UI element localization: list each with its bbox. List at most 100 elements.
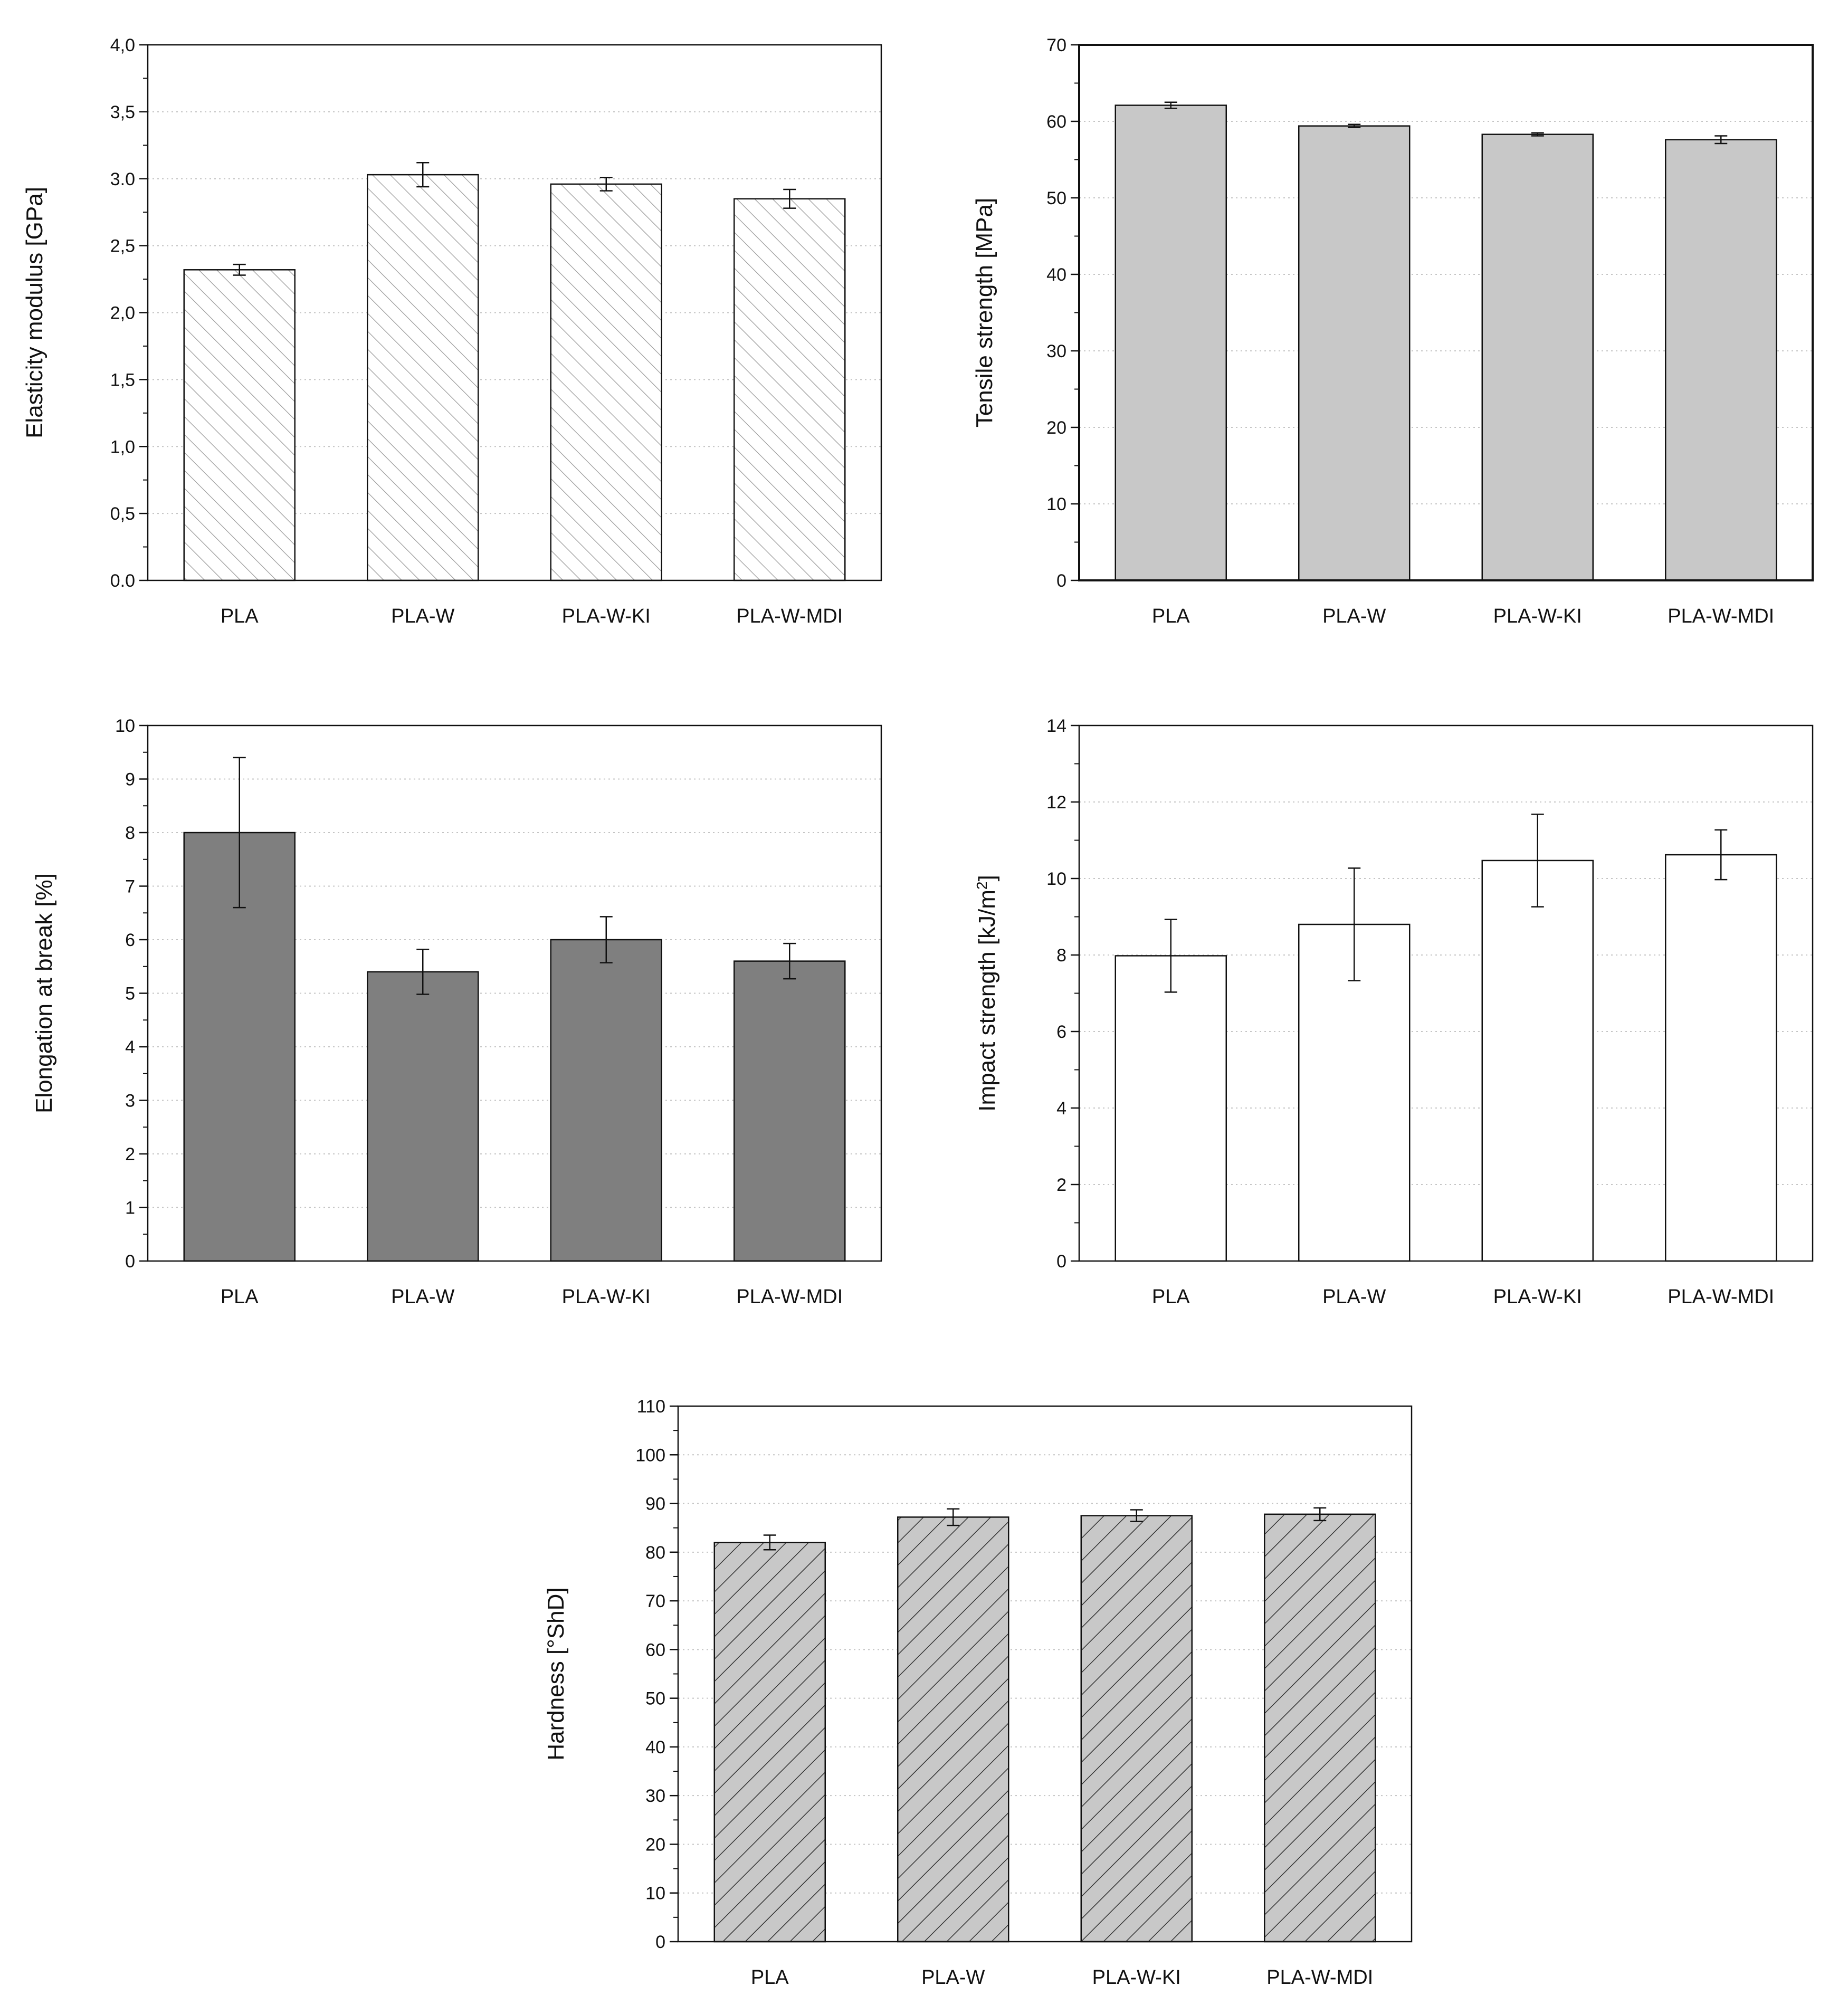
elongation-y-tick-label: 6 xyxy=(125,930,135,950)
impact-y-axis: 0 2 4 6 8 10 12 14 xyxy=(1046,716,1079,1272)
elongation-bar-pla-w-mdi xyxy=(734,960,846,1262)
elongation-y-axis: 0 1 2 3 4 5 6 7 8 9 10 xyxy=(115,716,148,1272)
tensile-y-axis: 0 10 20 30 40 50 60 70 xyxy=(1046,35,1079,591)
elongation-y-axis-title: Elongation at break [%] xyxy=(31,873,57,1113)
tensile-x-label-pla: PLA xyxy=(1152,605,1190,627)
hardness-y-tick-label: 100 xyxy=(635,1445,665,1465)
hardness-y-tick-label: 60 xyxy=(645,1640,665,1660)
hardness-y-tick-label: 40 xyxy=(645,1737,665,1758)
tensile-bar-pla-w-ki xyxy=(1481,133,1594,581)
elasticity-x-label-pla: PLA xyxy=(221,605,259,627)
hardness-y-tick-label: 10 xyxy=(645,1884,665,1904)
tensile-chart: 0 10 20 30 40 50 60 70 PLA PLA-W PLA-W-KI PLA-W-MD… xyxy=(971,35,1814,627)
elasticity-bar-pla xyxy=(183,269,296,581)
impact-error-bar-pla xyxy=(1164,919,1177,993)
elongation-y-tick-label: 2 xyxy=(125,1144,135,1164)
elongation-chart: 0 1 2 3 4 5 6 7 8 9 10 PLA PLA-W PLA-W-KI PLA-W-MDI E… xyxy=(31,716,882,1308)
tensile-x-label-pla-w-mdi: PLA-W-MDI xyxy=(1668,605,1774,627)
elongation-error-bar-pla xyxy=(233,757,246,909)
tensile-bar-pla-w-mdi xyxy=(1665,139,1777,581)
elasticity-x-axis: PLA PLA-W PLA-W-KI PLA-W-MDI xyxy=(221,605,843,627)
elasticity-x-label-pla-w-ki: PLA-W-KI xyxy=(562,605,651,627)
elongation-grid xyxy=(148,778,881,1208)
elasticity-error-bar-pla-w-ki xyxy=(599,176,613,192)
tensile-error-bar-pla xyxy=(1164,101,1177,109)
elongation-y-tick-label: 8 xyxy=(125,823,135,843)
elasticity-x-label-pla-w-mdi: PLA-W-MDI xyxy=(736,605,843,627)
elasticity-y-tick-label: 0,5 xyxy=(110,504,135,524)
tensile-y-tick-label: 10 xyxy=(1046,494,1066,514)
elongation-bar-pla-w xyxy=(367,971,479,1262)
elasticity-y-tick-label: 1,0 xyxy=(110,437,135,457)
elongation-x-label-pla-w-ki: PLA-W-KI xyxy=(562,1286,651,1308)
elongation-y-tick-label: 0 xyxy=(125,1252,135,1272)
impact-x-label-pla-w-mdi: PLA-W-MDI xyxy=(1668,1286,1774,1308)
impact-bar-pla-w-mdi xyxy=(1665,854,1777,1262)
hardness-error-bar-pla-w-mdi xyxy=(1313,1507,1327,1522)
tensile-x-label-pla-w-ki: PLA-W-KI xyxy=(1493,605,1582,627)
elongation-y-tick-label: 3 xyxy=(125,1091,135,1111)
elasticity-error-bar-pla-w-mdi xyxy=(783,188,796,209)
hardness-chart: 0 10 20 30 40 50 60 70 80 90 100 110 PLA PLA-W PLA-W-… xyxy=(543,1397,1413,1989)
elasticity-y-axis-title: Elasticity modulus [GPa] xyxy=(22,187,47,438)
impact-error-bar-pla-w xyxy=(1348,867,1361,981)
impact-x-label-pla-w: PLA-W xyxy=(1322,1286,1386,1308)
impact-y-tick-label: 8 xyxy=(1056,946,1066,966)
elasticity-y-tick-label: 2,0 xyxy=(110,303,135,323)
hardness-y-tick-label: 90 xyxy=(645,1494,665,1514)
impact-y-axis-title-sup: 2 xyxy=(974,882,990,890)
elasticity-grid xyxy=(148,111,881,514)
hardness-bar-pla-w-mdi xyxy=(1264,1513,1376,1943)
hardness-bar-pla xyxy=(713,1542,826,1943)
elongation-x-label-pla-w: PLA-W xyxy=(391,1286,454,1308)
tensile-error-bar-pla-w-ki xyxy=(1531,132,1544,137)
impact-bar-pla-w-ki xyxy=(1481,860,1594,1262)
impact-y-tick-label: 14 xyxy=(1046,716,1066,736)
hardness-x-label-pla-w-mdi: PLA-W-MDI xyxy=(1266,1966,1373,1989)
elongation-error-bar-pla-w-mdi xyxy=(783,942,796,980)
elongation-bars xyxy=(183,757,846,1262)
tensile-error-bar-pla-w-mdi xyxy=(1714,135,1728,145)
hardness-error-bar-pla-w xyxy=(947,1508,960,1526)
hardness-x-label-pla-w-ki: PLA-W-KI xyxy=(1092,1966,1181,1989)
hardness-y-tick-label: 110 xyxy=(637,1397,665,1417)
elasticity-y-tick-label: 0.0 xyxy=(110,571,135,591)
elasticity-bars xyxy=(183,162,846,581)
hardness-x-axis: PLA PLA-W PLA-W-KI PLA-W-MDI xyxy=(751,1966,1373,1989)
tensile-y-tick-label: 50 xyxy=(1046,188,1066,208)
elasticity-y-tick-label: 1,5 xyxy=(110,370,135,390)
elongation-y-tick-label: 7 xyxy=(125,877,135,897)
elasticity-x-label-pla-w: PLA-W xyxy=(391,605,454,627)
elasticity-y-tick-label: 2,5 xyxy=(110,236,135,256)
tensile-bar-pla xyxy=(1114,104,1227,581)
elasticity-y-tick-label: 3,5 xyxy=(110,102,135,122)
elongation-y-tick-label: 4 xyxy=(125,1037,135,1057)
elasticity-y-axis: 0.0 0,5 1,0 1,5 2,0 2,5 3.0 3,5 4,0 xyxy=(110,35,148,591)
tensile-y-tick-label: 40 xyxy=(1046,265,1066,285)
hardness-x-label-pla-w: PLA-W xyxy=(921,1966,985,1989)
hardness-y-tick-label: 0 xyxy=(655,1932,665,1952)
elasticity-y-tick-label: 4,0 xyxy=(110,35,135,55)
elongation-bar-pla-w-ki xyxy=(550,939,662,1262)
hardness-y-tick-label: 70 xyxy=(645,1591,665,1611)
impact-y-tick-label: 2 xyxy=(1056,1175,1066,1195)
impact-y-tick-label: 0 xyxy=(1056,1252,1066,1272)
elasticity-y-tick-label: 3.0 xyxy=(110,169,135,189)
tensile-bar-pla-w xyxy=(1298,125,1411,581)
impact-y-axis-title-end: ] xyxy=(974,875,1000,881)
impact-y-axis-title: Impact strength [kJ/m2] xyxy=(974,875,1001,1111)
impact-y-tick-label: 4 xyxy=(1056,1099,1066,1119)
impact-y-tick-label: 10 xyxy=(1046,869,1066,889)
hardness-error-bar-pla-w-ki xyxy=(1130,1509,1143,1522)
hardness-y-axis-title: Hardness [°ShD] xyxy=(543,1587,569,1760)
elongation-x-axis: PLA PLA-W PLA-W-KI PLA-W-MDI xyxy=(221,1286,843,1308)
impact-error-bar-pla-w-ki xyxy=(1531,813,1544,908)
hardness-bar-pla-w xyxy=(897,1516,1009,1943)
tensile-y-tick-label: 60 xyxy=(1046,112,1066,132)
impact-bar-pla xyxy=(1114,955,1227,1262)
elasticity-bar-pla-w-ki xyxy=(550,183,662,581)
tensile-y-tick-label: 20 xyxy=(1046,418,1066,438)
tensile-x-label-pla-w: PLA-W xyxy=(1322,605,1386,627)
tensile-y-tick-label: 30 xyxy=(1046,341,1066,361)
